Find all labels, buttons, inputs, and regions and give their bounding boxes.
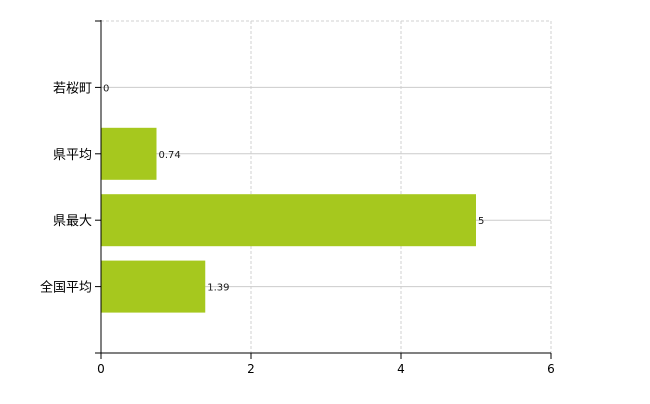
x-tick-label: 6: [547, 362, 555, 376]
axes: [95, 20, 552, 359]
bars: [101, 127, 476, 313]
bar: [101, 127, 157, 180]
bar: [101, 194, 476, 247]
bar: [101, 260, 206, 313]
x-tick-label: 4: [397, 362, 405, 376]
data-label: 0.74: [159, 150, 181, 161]
data-label: 5: [478, 216, 484, 227]
x-tick-label: 0: [97, 362, 105, 376]
y-tick-label: 県平均: [53, 148, 92, 163]
y-tick-label: 全国平均: [40, 280, 92, 296]
y-tick-label: 県最大: [53, 214, 92, 229]
x-tick-label: 2: [247, 362, 255, 376]
y-tick-label: 若桜町: [53, 80, 92, 96]
data-label: 1.39: [207, 283, 229, 294]
data-label: 0: [103, 83, 109, 94]
